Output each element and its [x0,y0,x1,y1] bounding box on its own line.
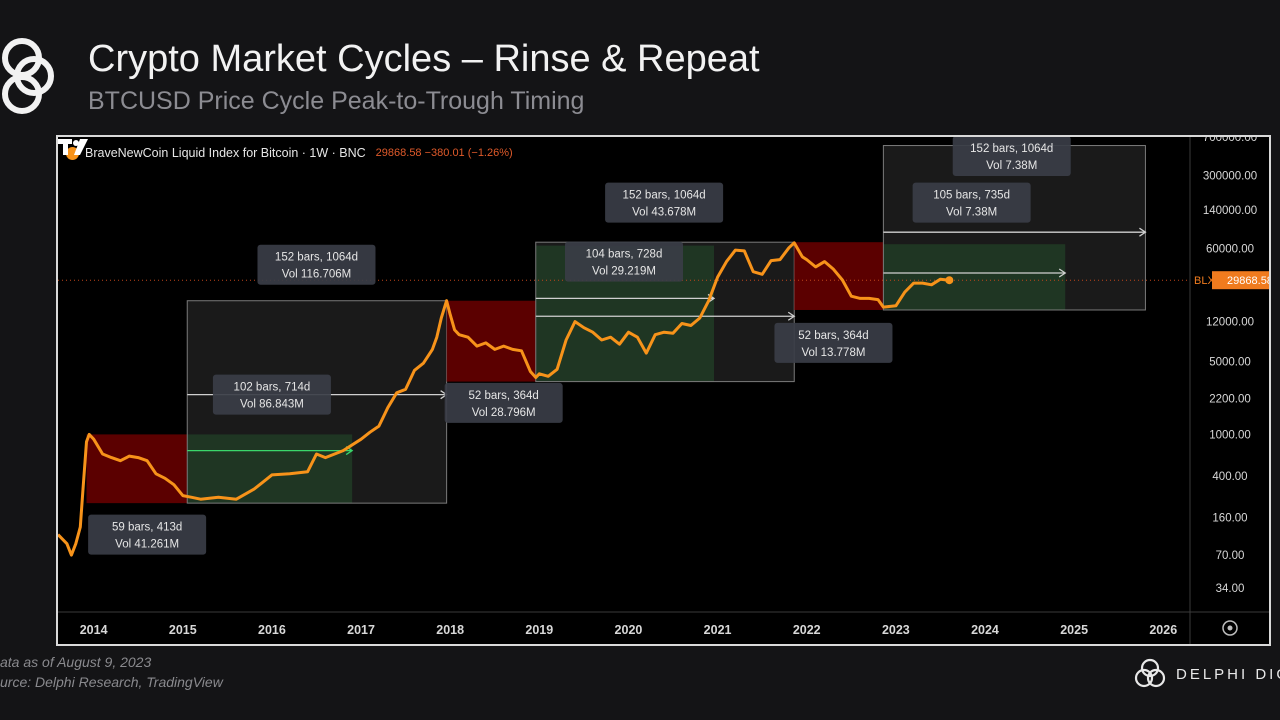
footer-date: ata as of August 9, 2023 [0,654,152,670]
x-tick-label: 2017 [347,623,375,637]
x-tick-label: 2025 [1060,623,1088,637]
annotation-box [212,374,331,415]
y-tick-label: 2200.00 [1209,394,1251,406]
annotation-line2: Vol 43.678M [632,207,696,219]
brand-name: DELPHI DIG [1176,665,1280,683]
legend-symbol: BraveNewCoin Liquid Index for Bitcoin · … [85,146,366,160]
y-tick-label: 12000.00 [1206,317,1254,329]
price-tag-box [1212,271,1269,290]
x-tick-label: 2015 [169,623,197,637]
down-zone [86,434,188,504]
settings-icon[interactable] [1222,620,1238,636]
tradingview-logo-icon[interactable] [58,137,92,159]
delphi-brand-icon [1134,658,1166,688]
y-tick-label: 1000.00 [1209,429,1251,441]
annotation-line2: Vol 29.219M [592,266,656,278]
settings-icon-center [1227,625,1233,631]
last-price-dot [945,276,954,285]
annotation-line1: 104 bars, 728d [586,249,663,261]
annotation-box [912,182,1031,223]
annotation-line1: 152 bars, 1064d [275,252,358,264]
price-tag-value: 29868.58 [1227,275,1269,287]
chart-panel: 59 bars, 413d Vol 41.261M 102 bars, 714d Vo… [56,135,1271,646]
annotation-line1: 152 bars, 1064d [623,190,706,202]
y-tick-label: 60000.00 [1206,244,1254,256]
page-title: Crypto Market Cycles – Rinse & Repeat [88,38,760,80]
annotation-box [952,137,1071,177]
annotation-box [257,244,376,285]
price-chart[interactable]: 59 bars, 413d Vol 41.261M 102 bars, 714d Vo… [58,137,1269,644]
range-arrowhead [1058,268,1067,278]
y-tick-label: 5000.00 [1209,356,1251,368]
annotation-box [444,382,563,423]
annotation-line2: Vol 86.843M [240,399,304,411]
brand: DELPHI DIG [1132,656,1280,692]
range-arrowhead [1139,227,1147,237]
x-tick-label: 2024 [971,623,999,637]
annotation-box [605,182,724,223]
annotation-line1: 102 bars, 714d [234,382,311,394]
annotation-line2: Vol 28.796M [472,407,536,419]
annotation-line1: 52 bars, 364d [468,390,538,402]
x-tick-label: 2021 [704,623,732,637]
delphi-logo-icon [2,38,54,114]
range-arrowhead [787,311,796,321]
annotation-line2: Vol 7.38M [986,160,1037,172]
annotation-line2: Vol 116.706M [282,269,351,281]
annotation-line1: 105 bars, 735d [933,190,1010,202]
bitcoin-dot-icon [66,146,79,160]
annotation-box [774,322,893,363]
legend-values: 29868.58 −380.01 (−1.26%) [375,147,513,159]
chart-legend[interactable]: BraveNewCoin Liquid Index for Bitcoin · … [66,146,513,160]
y-tick-label: 160.00 [1212,513,1247,525]
annotation-line2: Vol 7.38M [946,207,997,219]
x-tick-label: 2023 [882,623,910,637]
x-tick-label: 2020 [615,623,643,637]
annotation-line1: 52 bars, 364d [798,330,868,342]
x-tick-label: 2014 [80,623,108,637]
page-subtitle: BTCUSD Price Cycle Peak-to-Trough Timing [88,87,585,115]
annotation-line2: Vol 13.778M [801,347,865,359]
y-tick-label: 400.00 [1212,471,1247,483]
y-tick-label: 140000.00 [1203,205,1257,217]
y-tick-label: 300000.00 [1203,170,1257,182]
annotation-line2: Vol 41.261M [115,539,179,551]
x-tick-label: 2019 [525,623,553,637]
y-tick-label: 700000.00 [1203,137,1257,144]
price-line [58,241,950,557]
annotation-line1: 59 bars, 413d [112,522,182,534]
price-tag-label: BLX [1194,275,1215,287]
x-tick-label: 2026 [1149,623,1177,637]
y-tick-label: 70.00 [1216,550,1245,562]
annotation-box [565,241,683,282]
x-tick-label: 2016 [258,623,286,637]
annotation-box [88,514,207,555]
x-tick-label: 2022 [793,623,821,637]
x-tick-label: 2018 [436,623,464,637]
footer-source: urce: Delphi Research, TradingView [0,674,223,690]
annotation-line1: 152 bars, 1064d [970,143,1053,155]
down-zone [446,300,536,382]
y-tick-label: 34.00 [1216,583,1245,595]
